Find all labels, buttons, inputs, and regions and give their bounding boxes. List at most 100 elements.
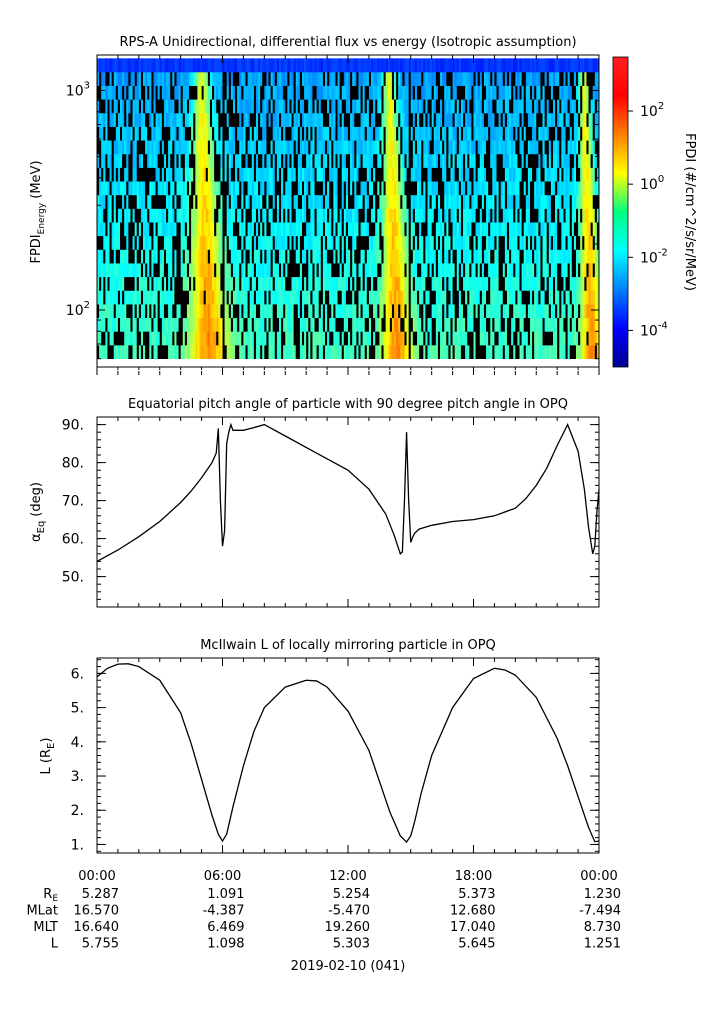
spectrogram-cell [276,290,280,305]
spectrogram-cell [423,249,426,264]
spectrogram-cell [580,290,583,305]
spectrogram-cell [345,167,349,182]
spectrogram-cell [419,181,422,196]
spectrogram-cell [143,167,146,182]
spectrogram-cell [515,276,518,291]
spectrogram-cell [176,85,179,100]
spectrogram-cell [274,167,278,182]
spectrogram-cell [304,112,307,127]
spectrogram-cell [571,99,575,114]
spectrogram-cell [525,85,529,100]
spectrogram-cell [527,153,531,168]
spectrogram-cell [406,304,409,319]
spectrogram-cell [492,331,495,346]
spectrogram-cell [456,71,460,86]
spectrogram-cell [538,331,541,346]
spectrogram-cell [281,249,284,264]
spectrogram-cell [400,304,403,319]
spectrogram-cell [569,290,573,305]
spectrogram-cell [575,331,579,346]
spectrogram-cell [214,222,217,237]
spectrogram-cell [569,208,573,223]
spectrogram-cell [207,140,211,155]
spectrogram-cell [153,249,156,264]
spectrogram-cell [356,222,359,237]
spectrogram-cell [396,181,399,196]
spectrogram-cell [391,304,395,319]
spectrogram-cell [291,208,294,223]
spectrogram-cell [218,263,221,278]
spectrogram-cell [295,208,299,223]
spectrogram-cell [197,71,200,86]
spectrogram-cell [161,71,165,86]
spectrogram-cell [337,222,340,237]
spectrogram-cell [375,112,378,127]
spectrogram-cell [408,208,412,223]
spectrogram-cell [548,249,552,264]
spectrogram-cell [163,126,167,141]
spectrogram-cell [174,167,177,182]
spectrogram-cell [147,153,150,168]
spectrogram-cell [377,208,380,223]
spectrogram-cell [113,140,117,155]
spectrogram-cell [538,222,541,237]
spectrogram-cell [465,208,468,223]
spectrogram-cell [209,276,213,291]
spectrogram-cell [362,194,366,209]
spectrogram-cell [157,208,161,223]
spectrogram-cell [356,181,359,196]
spectrogram-cell [239,112,242,127]
spectrogram-cell [529,167,533,182]
spectrogram-cell [381,167,384,182]
spectrogram-cell [500,85,504,100]
spectrogram-cell [538,208,541,223]
spectrogram-cell [529,153,533,168]
spectrogram-cell [276,99,280,114]
spectrogram-cell [417,249,420,264]
spectrogram-cell [523,345,527,360]
spectrogram-cell [170,140,173,155]
spectrogram-cell [433,331,437,346]
spectrogram-cell [168,304,171,319]
spectrogram-cell [327,249,330,264]
spectrogram-cell [548,222,552,237]
spectrogram-cell [458,181,462,196]
spectrogram-cell [578,345,581,360]
spectrogram-cell [385,126,389,141]
spectrogram-cell [356,167,359,182]
spectrogram-cell [161,85,165,100]
spectrogram-cell [124,290,127,305]
spectrogram-cell [111,290,115,305]
spectrogram-cell [216,345,219,360]
spectrogram-cell [410,249,414,264]
spectrogram-cell [335,263,338,278]
spectrogram-cell [431,331,435,346]
spectrogram-cell [111,263,115,278]
spectrogram-cell [417,276,420,291]
spectrogram-cell [145,249,148,264]
spectrogram-cell [542,345,545,360]
spectrogram-cell [348,222,351,237]
spectrogram-cell [412,71,416,86]
spectrogram-cell [140,276,144,291]
spectrogram-cell [404,263,407,278]
spectrogram-cell [184,71,188,86]
spectrogram-cell [375,222,378,237]
spectrogram-cell [490,126,493,141]
spectrogram-cell [136,126,140,141]
spectrogram-cell [174,126,177,141]
spectrogram-cell [582,194,585,209]
spectrogram-cell [435,71,439,86]
spectrogram-cell [331,290,334,305]
spectrogram-cell [444,331,447,346]
spectrogram-cell [584,345,587,360]
spectrogram-cell [312,167,315,182]
spectrogram-cells [97,58,600,360]
spectrogram-cell [249,263,253,278]
spectrogram-cell [431,345,435,360]
spectrogram-cell [450,290,453,305]
spectrogram-cell [212,140,215,155]
spectrogram-cell [473,290,476,305]
spectrogram-cell [281,317,284,332]
spectrogram-cell [304,345,307,360]
